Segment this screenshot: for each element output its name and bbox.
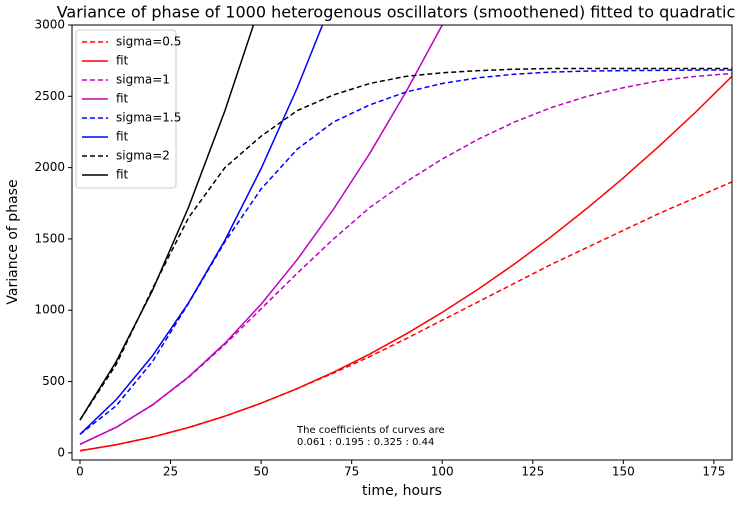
plot-area (79, 25, 732, 452)
annotation: 0.061 : 0.195 : 0.325 : 0.44 (297, 437, 434, 448)
legend-label: fit (116, 168, 129, 182)
series-line (79, 25, 324, 435)
x-tick-label: 50 (253, 465, 268, 479)
series-line (79, 67, 732, 421)
legend-label: fit (116, 130, 129, 144)
annotation: The coefficients of curves are (296, 425, 445, 436)
y-tick-label: 2000 (34, 160, 65, 174)
series-line (79, 181, 732, 452)
legend-label: sigma=2 (116, 149, 170, 163)
x-tick-label: 100 (431, 465, 454, 479)
y-tick-label: 0 (57, 445, 65, 459)
series-line (79, 75, 732, 452)
chart-title: Variance of phase of 1000 heterogenous o… (57, 3, 736, 22)
y-tick-label: 3000 (34, 18, 65, 32)
series-line (79, 25, 255, 421)
legend-label: sigma=1.5 (116, 111, 181, 125)
x-axis-label: time, hours (362, 483, 442, 499)
y-tick-label: 500 (42, 374, 65, 388)
x-tick-label: 175 (702, 465, 725, 479)
legend-label: fit (116, 92, 129, 106)
x-tick-label: 0 (76, 465, 84, 479)
x-tick-label: 150 (612, 465, 635, 479)
series-line (79, 72, 732, 445)
series-line (79, 25, 444, 445)
plot-frame (71, 24, 733, 461)
x-tick-label: 125 (521, 465, 544, 479)
y-axis-label: Variance of phase (5, 179, 21, 304)
y-tick-label: 1000 (34, 303, 65, 317)
legend-label: sigma=0.5 (116, 35, 181, 49)
legend-label: fit (116, 54, 129, 68)
x-tick-label: 75 (344, 465, 359, 479)
x-tick-label: 25 (163, 465, 178, 479)
y-tick-label: 1500 (34, 231, 65, 245)
legend-box (75, 29, 177, 189)
y-tick-label: 2500 (34, 89, 65, 103)
legend-label: sigma=1 (116, 73, 170, 87)
series-line (79, 69, 732, 435)
